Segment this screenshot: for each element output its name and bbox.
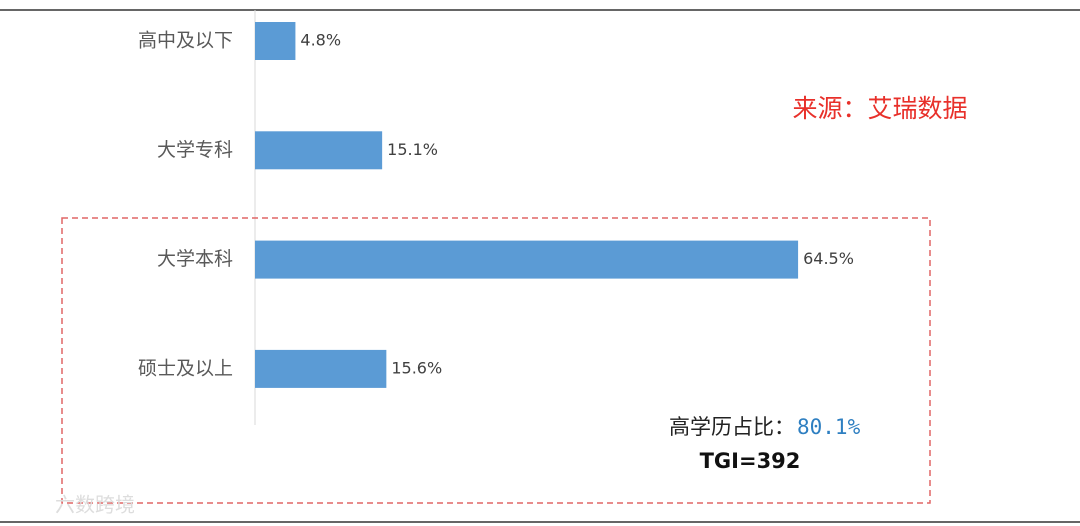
value-label: 15.6% [391,358,442,377]
source-note: 来源：艾瑞数据 [792,94,967,123]
category-label: 硕士及以上 [138,357,233,379]
bar [255,349,387,388]
bar [255,22,296,60]
highlight-value: 80.1% [797,415,861,439]
highlight-label: 高学历占比： [669,415,795,439]
bar [255,131,383,170]
category-label: 高中及以下 [138,30,233,52]
watermark: 六数跨境 [55,493,135,517]
bar [255,240,799,279]
value-label: 4.8% [300,31,341,50]
value-label: 15.1% [387,140,438,159]
value-label: 64.5% [803,249,854,268]
highlight-box [61,217,931,504]
category-label: 大学专科 [157,139,233,161]
tgi-note: TGI=392 [700,449,801,473]
category-label: 大学本科 [157,248,233,270]
